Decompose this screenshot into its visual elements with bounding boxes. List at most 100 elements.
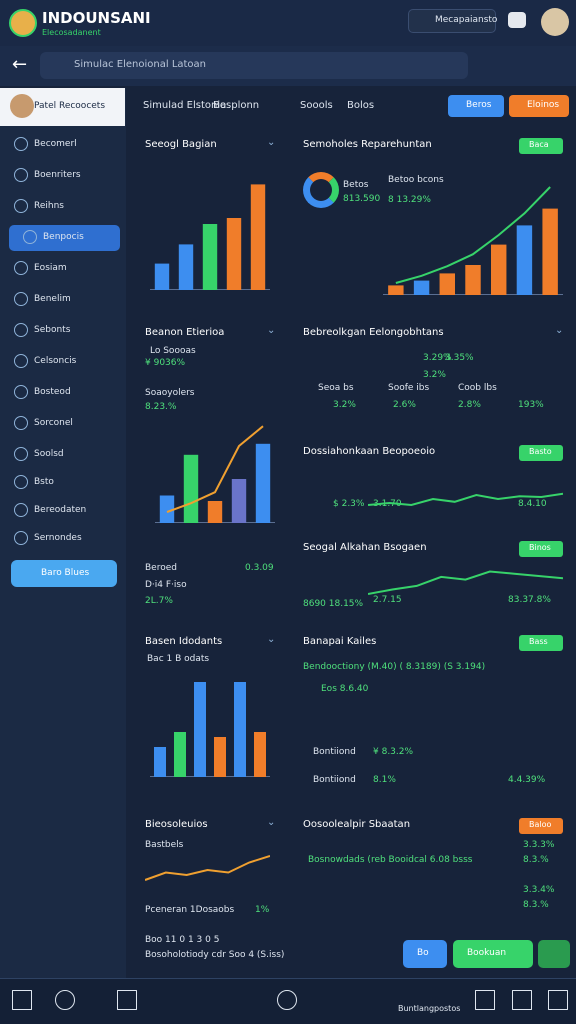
user-chip[interactable]: Mecapaiansto <box>408 9 497 33</box>
tab[interactable]: Simulad Elstonia <box>143 100 227 111</box>
chart <box>368 570 563 595</box>
badge[interactable]: Bass <box>519 635 563 651</box>
nav-icon[interactable] <box>12 990 32 1010</box>
bar <box>439 273 455 295</box>
nav-icon[interactable] <box>475 990 495 1010</box>
menu-label: Sernondes <box>34 533 82 543</box>
card-text: 83.37.8% <box>508 595 551 605</box>
card-text: 3.3.4% <box>523 885 555 895</box>
nav-icon[interactable] <box>117 990 137 1010</box>
card-text: 8.23.% <box>145 402 177 412</box>
menu-icon <box>14 447 28 461</box>
menu-item[interactable]: Bsto <box>0 470 126 496</box>
profile-name: Patel Recoocets <box>34 101 106 111</box>
menu-icon <box>14 531 28 545</box>
menu-item[interactable]: Sernondes <box>0 526 126 552</box>
nav-icon[interactable] <box>512 990 532 1010</box>
card-text: $ 2.3% <box>333 499 365 509</box>
card-text: D·i4 F·iso <box>145 580 187 590</box>
menu-item[interactable]: Bereodaten <box>0 498 126 524</box>
action-button[interactable]: Eloinos <box>509 95 569 117</box>
menu-item[interactable]: Bosteod <box>0 380 126 406</box>
badge[interactable]: Baca <box>519 138 563 154</box>
menu-item[interactable]: Sebonts <box>0 318 126 344</box>
bar <box>542 208 558 295</box>
bar <box>183 454 199 523</box>
nav-icon[interactable] <box>277 990 297 1010</box>
card: Oosoolealpir Sbaatan Baloo Bosnowdads (reb… <box>293 810 571 932</box>
card: Dossiahonkaan Beopoeoio Basto $ 2.3% 3.1.70… <box>293 437 571 529</box>
badge-label: Baca <box>529 140 549 149</box>
card-text: ¥ 8.3.2% <box>373 747 414 757</box>
bar <box>465 265 481 295</box>
bar <box>178 244 194 290</box>
badge[interactable]: Binos <box>519 541 563 557</box>
bar <box>250 184 266 290</box>
pie-icon <box>303 172 339 208</box>
footer-icon[interactable] <box>538 940 570 968</box>
back[interactable]: ← <box>12 54 28 75</box>
card-title: Bieosoleuios <box>145 819 208 830</box>
menu-label: Soolsd <box>34 449 64 459</box>
badge[interactable]: Basto <box>519 445 563 461</box>
menu-label: Bsto <box>34 477 54 487</box>
tab[interactable]: Besplonn <box>213 100 260 111</box>
card-text: Eos 8.6.40 <box>321 684 369 694</box>
menu-label: Bosteod <box>34 387 71 397</box>
menu-item[interactable]: Soolsd <box>0 442 126 468</box>
bar <box>388 285 404 295</box>
badge-label: Baloo <box>529 820 552 829</box>
avatar[interactable] <box>541 8 569 36</box>
card-text: Bastbels <box>145 840 184 850</box>
nav-label[interactable]: Buntlangpostos <box>398 1004 461 1013</box>
footer-button-label: Bookuan <box>467 948 507 958</box>
card-title: Banapai Kailes <box>303 636 377 647</box>
card-title: Oosoolealpir Sbaatan <box>303 819 411 830</box>
card-text: 8.4.10 <box>518 499 547 509</box>
menu-icon <box>14 168 28 182</box>
card-text: 3.35% <box>445 353 474 363</box>
chevron[interactable]: ⌄ <box>555 325 564 336</box>
nav-icon[interactable] <box>55 990 75 1010</box>
menu-item[interactable]: Reihns <box>0 194 126 220</box>
card: Seeogl Bagian ⌄ <box>135 130 283 310</box>
card-text: Bosnowdads (reb Booidcal 6.08 bsss <box>308 855 473 865</box>
menu-item[interactable]: Boenriters <box>0 163 126 189</box>
trend-line <box>395 186 551 284</box>
notify[interactable] <box>508 12 526 28</box>
menu-item[interactable]: Becomerl <box>0 132 126 158</box>
profile[interactable]: Patel Recoocets <box>0 88 125 126</box>
card: Basen Idodants ⌄ Bac 1 B odats <box>135 627 283 802</box>
chevron[interactable]: ⌄ <box>267 137 276 148</box>
card-text: Betoo bcons <box>388 175 444 185</box>
menu-item[interactable]: Benelim <box>0 287 126 313</box>
tab[interactable]: Soools <box>300 100 333 111</box>
footer-button[interactable]: Bookuan <box>453 940 533 968</box>
nav-icon[interactable] <box>548 990 568 1010</box>
footer-button[interactable]: Bo <box>403 940 447 968</box>
search-box[interactable]: Simulac Elenoional Latoan <box>40 52 468 79</box>
tagline: Elecosadanent <box>42 28 101 37</box>
sidebar-button[interactable]: Baro Blues <box>11 560 117 587</box>
action-button[interactable]: Beros <box>448 95 504 117</box>
card-text: Bontiiond <box>313 747 356 757</box>
tab[interactable]: Bolos <box>347 100 375 111</box>
chevron[interactable]: ⌄ <box>267 634 276 645</box>
menu-label: Benelim <box>34 294 71 304</box>
chevron[interactable]: ⌄ <box>267 817 276 828</box>
menu-item[interactable]: Eosiam <box>0 256 126 282</box>
menu-icon <box>14 416 28 430</box>
menu-icon <box>14 503 28 517</box>
chevron[interactable]: ⌄ <box>267 325 276 336</box>
badge[interactable]: Baloo <box>519 818 563 834</box>
card-text: 3.2% <box>423 370 446 380</box>
menu-icon <box>14 137 28 151</box>
bar <box>226 218 242 290</box>
card-text: 0.3.09 <box>245 563 274 573</box>
menu-item[interactable]: Celsoncis <box>0 349 126 375</box>
menu-item[interactable]: Benpocis <box>9 225 120 251</box>
menu-icon <box>14 475 28 489</box>
menu-item[interactable]: Sorconel <box>0 411 126 437</box>
card-text: 3.29% <box>423 353 452 363</box>
